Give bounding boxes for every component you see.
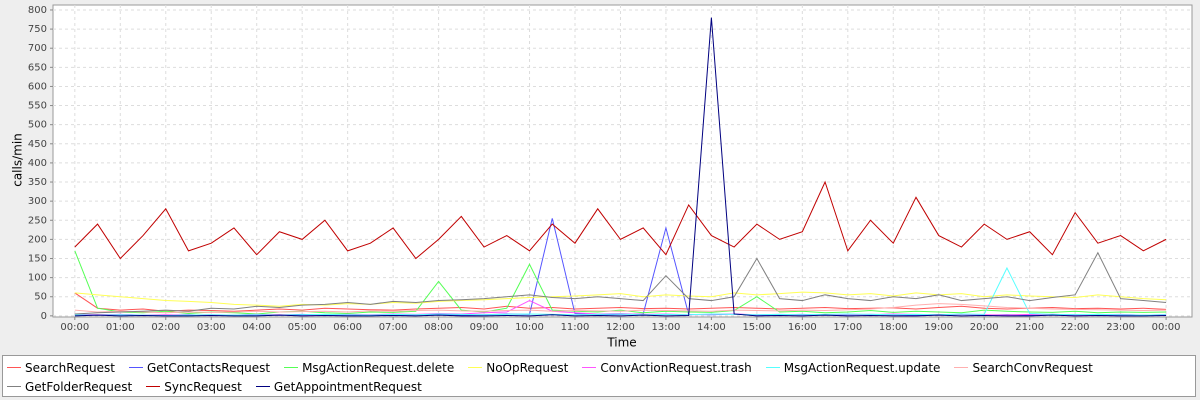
y-tick-label: 100 xyxy=(28,273,47,284)
x-tick-label: 16:00 xyxy=(788,322,817,333)
x-tick-label: 06:00 xyxy=(333,322,362,333)
y-tick-label: 150 xyxy=(28,254,47,265)
legend-swatch xyxy=(255,386,270,387)
y-tick-label: 800 xyxy=(28,5,47,16)
y-tick-label: 550 xyxy=(28,101,47,112)
y-tick-label: 300 xyxy=(28,196,47,207)
x-tick-label: 00:00 xyxy=(60,322,89,333)
x-tick-label: 14:00 xyxy=(697,322,726,333)
x-tick-label: 12:00 xyxy=(606,322,635,333)
legend-label: MsgActionRequest.delete xyxy=(302,360,455,375)
legend-label: ConvActionRequest.trash xyxy=(600,360,752,375)
y-tick-label: 450 xyxy=(28,139,47,150)
legend-swatch xyxy=(468,367,483,368)
y-tick-label: 350 xyxy=(28,177,47,188)
legend-item: NoOpRequest xyxy=(468,358,568,377)
y-tick-label: 600 xyxy=(28,81,47,92)
y-tick-label: 700 xyxy=(28,43,47,54)
x-axis-label: Time xyxy=(606,336,636,350)
series-line xyxy=(74,17,1167,317)
x-tick-label: 21:00 xyxy=(1015,322,1044,333)
x-tick-label: 18:00 xyxy=(879,322,908,333)
x-tick-label: 02:00 xyxy=(151,322,180,333)
x-tick-label: 01:00 xyxy=(106,322,135,333)
series-line xyxy=(74,291,1167,307)
x-tick-label: 10:00 xyxy=(515,322,544,333)
x-tick-label: 17:00 xyxy=(833,322,862,333)
x-tick-label: 11:00 xyxy=(561,322,590,333)
legend-label: GetFolderRequest xyxy=(25,379,133,394)
legend-item: GetFolderRequest xyxy=(7,377,132,396)
x-tick-label: 08:00 xyxy=(424,322,453,333)
legend-swatch xyxy=(284,367,299,368)
y-tick-label: 250 xyxy=(28,215,47,226)
legend-label: GetContactsRequest xyxy=(146,360,271,375)
series-line xyxy=(74,266,1167,316)
legend-swatch xyxy=(128,367,143,368)
y-tick-label: 500 xyxy=(28,120,47,131)
legend-swatch xyxy=(954,367,969,368)
legend-swatch xyxy=(582,367,597,368)
y-tick-label: 0 xyxy=(41,311,47,322)
legend-swatch xyxy=(146,386,161,387)
legend-swatch xyxy=(765,367,780,368)
plot-area xyxy=(52,4,1193,318)
legend-item: MsgActionRequest.delete xyxy=(284,358,454,377)
legend-label: SearchRequest xyxy=(25,360,115,375)
x-tick-label: 13:00 xyxy=(652,322,681,333)
x-tick-label: 04:00 xyxy=(242,322,271,333)
x-tick-label: 00:00 xyxy=(1152,322,1181,333)
y-tick-label: 650 xyxy=(28,62,47,73)
legend-label: SearchConvRequest xyxy=(972,360,1093,375)
legend-label: NoOpRequest xyxy=(486,360,569,375)
legend-label: GetAppointmentRequest xyxy=(273,379,422,394)
x-tick-label: 03:00 xyxy=(197,322,226,333)
x-tick-label: 20:00 xyxy=(970,322,999,333)
y-tick-label: 750 xyxy=(28,24,47,35)
legend-item: MsgActionRequest.update xyxy=(765,358,941,377)
y-tick-label: 200 xyxy=(28,234,47,245)
y-tick-label: 50 xyxy=(34,292,47,303)
x-tick-label: 05:00 xyxy=(288,322,317,333)
x-tick-label: 09:00 xyxy=(470,322,499,333)
legend-item: SearchConvRequest xyxy=(954,358,1093,377)
series-line xyxy=(74,303,1167,314)
legend: SearchRequest GetContactsRequest MsgAction… xyxy=(2,355,1196,397)
legend-label: SyncRequest xyxy=(164,379,242,394)
x-tick-label: 22:00 xyxy=(1061,322,1090,333)
x-tick-label: 15:00 xyxy=(742,322,771,333)
legend-item: ConvActionRequest.trash xyxy=(582,358,752,377)
series-line xyxy=(74,292,1167,312)
x-tick-label: 07:00 xyxy=(379,322,408,333)
legend-item: GetContactsRequest xyxy=(128,358,271,377)
series-line xyxy=(74,180,1167,260)
legend-swatch xyxy=(7,386,21,387)
y-tick-label: 400 xyxy=(28,158,47,169)
legend-label: MsgActionRequest.update xyxy=(783,360,941,375)
legend-swatch xyxy=(7,367,21,368)
series-line xyxy=(74,251,1167,315)
legend-item: SyncRequest xyxy=(146,377,242,396)
legend-item: GetAppointmentRequest xyxy=(255,377,422,396)
x-tick-label: 19:00 xyxy=(924,322,953,333)
x-tick-label: 23:00 xyxy=(1106,322,1135,333)
y-axis-label: calls/min xyxy=(11,133,25,187)
chart: Time calls/min 0 50 100 150 200 250 300 350 400 4… xyxy=(11,4,1193,350)
legend-item: SearchRequest xyxy=(7,358,115,377)
